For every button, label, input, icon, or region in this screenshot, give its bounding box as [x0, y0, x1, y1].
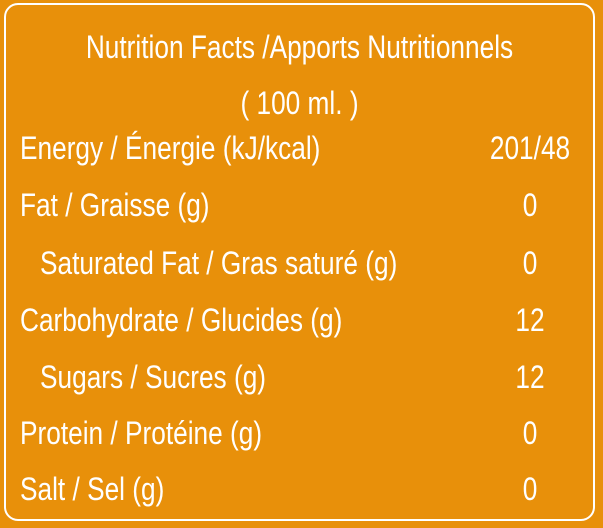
nutrient-row-salt: Salt / Sel (g) 0 — [20, 469, 585, 509]
nutrient-label: Sugars / Sucres (g) — [40, 359, 267, 395]
nutrient-label: Carbohydrate / Glucides (g) — [20, 302, 343, 338]
nutrition-facts-panel: Nutrition Facts /Apports Nutritionnels (… — [4, 3, 595, 521]
nutrient-row-sugars: Sugars / Sucres (g) 12 — [20, 357, 585, 397]
nutrient-value: 0 — [522, 415, 538, 451]
nutrient-row-carbohydrate: Carbohydrate / Glucides (g) 12 — [20, 300, 585, 340]
nutrient-value: 12 — [515, 359, 545, 395]
nutrient-label: Energy / Énergie (kJ/kcal) — [20, 130, 321, 166]
nutrition-title: Nutrition Facts /Apports Nutritionnels — [85, 29, 514, 65]
nutrient-value: 12 — [515, 302, 545, 338]
nutrient-value: 0 — [522, 471, 538, 507]
nutrient-row-protein: Protein / Protéine (g) 0 — [20, 413, 585, 453]
nutrient-row-saturated-fat: Saturated Fat / Gras saturé (g) 0 — [20, 243, 585, 283]
nutrient-label: Protein / Protéine (g) — [20, 415, 263, 451]
nutrient-row-energy: Energy / Énergie (kJ/kcal) 201/48 — [20, 128, 585, 168]
nutrient-label: Saturated Fat / Gras saturé (g) — [40, 245, 398, 281]
serving-size: ( 100 ml. ) — [240, 85, 359, 121]
nutrient-value: 0 — [522, 245, 538, 281]
nutrient-label: Salt / Sel (g) — [20, 471, 165, 507]
nutrient-value: 0 — [522, 187, 538, 223]
nutrient-label: Fat / Graisse (g) — [20, 187, 210, 223]
nutrient-value: 201/48 — [489, 130, 571, 166]
nutrient-row-fat: Fat / Graisse (g) 0 — [20, 185, 585, 225]
